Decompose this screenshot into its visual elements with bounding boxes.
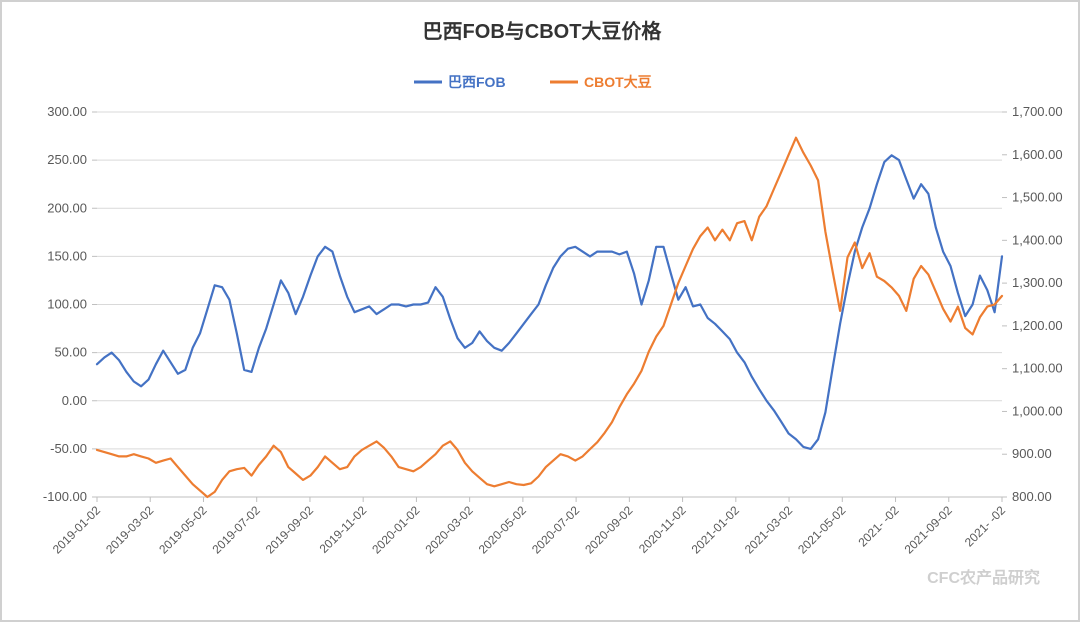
y-right-label: 1,700.00 xyxy=(1012,104,1063,119)
chart-title: 巴西FOB与CBOT大豆价格 xyxy=(423,19,663,43)
x-label: 2021-09-02 xyxy=(902,503,956,557)
legend-label-1: CBOT大豆 xyxy=(584,74,652,90)
x-label: 2021- -02 xyxy=(855,503,901,549)
x-label: 2021-05-02 xyxy=(795,503,849,557)
y-left-label: 300.00 xyxy=(47,104,87,119)
y-left-label: 100.00 xyxy=(47,297,87,312)
legend-label-0: 巴西FOB xyxy=(448,74,506,90)
y-right-label: 900.00 xyxy=(1012,446,1052,461)
x-label: 2020-01-02 xyxy=(369,503,423,557)
x-label: 2019-03-02 xyxy=(103,503,157,557)
x-label: 2020-07-02 xyxy=(529,503,583,557)
x-label: 2019-01-02 xyxy=(50,503,104,557)
y-left-label: 50.00 xyxy=(54,345,87,360)
x-label: 2021-03-02 xyxy=(742,503,796,557)
x-label: 2020-09-02 xyxy=(582,503,636,557)
x-label: 2020-11-02 xyxy=(636,503,689,556)
y-left-label: -100.00 xyxy=(43,489,87,504)
y-left-label: 200.00 xyxy=(47,200,87,215)
y-left-label: 250.00 xyxy=(47,152,87,167)
y-left-label: 150.00 xyxy=(47,248,87,263)
y-right-label: 1,600.00 xyxy=(1012,147,1063,162)
y-right-label: 1,300.00 xyxy=(1012,275,1063,290)
y-right-label: 1,000.00 xyxy=(1012,403,1063,418)
chart-container: 巴西FOB与CBOT大豆价格巴西FOB CBOT大豆 -100.00 -50.00 0.… xyxy=(0,0,1080,622)
x-label: 2019-05-02 xyxy=(156,503,210,557)
y-left-label: 0.00 xyxy=(62,393,87,408)
x-label: 2021-01-02 xyxy=(689,503,743,557)
y-right-label: 1,500.00 xyxy=(1012,190,1063,205)
x-label: 2019-11-02 xyxy=(317,503,370,556)
x-label: 2019-09-02 xyxy=(263,503,317,557)
y-left-label: -50.00 xyxy=(50,441,87,456)
y-right-label: 1,100.00 xyxy=(1012,361,1063,376)
y-right-label: 1,400.00 xyxy=(1012,232,1063,247)
x-label: 2021- -02 xyxy=(962,503,1008,549)
chart-svg: 巴西FOB与CBOT大豆价格巴西FOB CBOT大豆 -100.00 -50.00 0.… xyxy=(2,2,1080,624)
x-label: 2019-07-02 xyxy=(210,503,264,557)
series-line-0 xyxy=(97,155,1002,449)
x-label: 2020-03-02 xyxy=(422,503,476,557)
x-label: 2020-05-02 xyxy=(476,503,530,557)
y-right-label: 800.00 xyxy=(1012,489,1052,504)
y-right-label: 1,200.00 xyxy=(1012,318,1063,333)
